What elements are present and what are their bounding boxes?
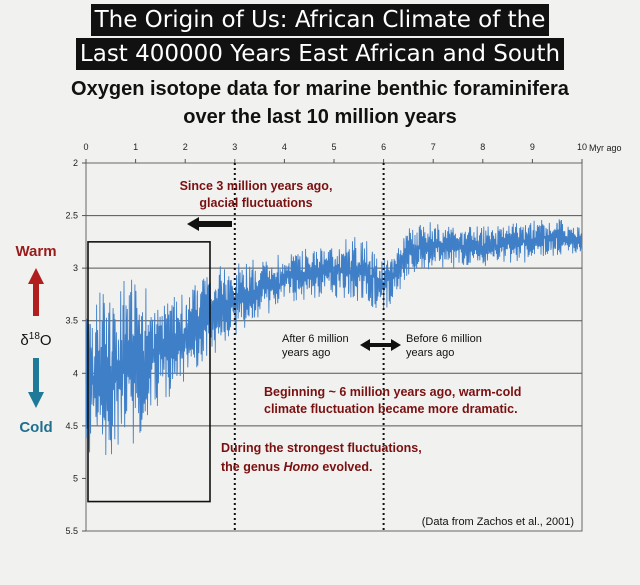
- strongest-line-2: the genus Homo evolved.: [221, 460, 372, 474]
- beginning-line-2: climate fluctuation became more dramatic…: [264, 402, 518, 416]
- x-axis-ticks: 0 1 2 3 4 5 6 7 8 9 10: [83, 142, 587, 163]
- warm-arrow-icon: [28, 268, 44, 316]
- x-tick-label: 7: [431, 142, 436, 152]
- isotope-series: [85, 219, 583, 456]
- before-6-line-1: Before 6 million: [406, 333, 482, 345]
- series-line: [85, 219, 583, 456]
- x-tick-label: 9: [530, 142, 535, 152]
- x-tick-label: 8: [480, 142, 485, 152]
- since-3-line-1: Since 3 million years ago,: [180, 179, 333, 193]
- slide-title-line-2: over the last 10 million years: [183, 106, 457, 128]
- cold-arrow-icon: [28, 358, 44, 408]
- x-tick-label: 0: [83, 142, 88, 152]
- dotted-markers: [233, 163, 385, 531]
- video-caption-line-1: The Origin of Us: African Climate of the: [0, 4, 640, 36]
- cold-label: Cold: [19, 419, 52, 436]
- x-tick-label: 3: [232, 142, 237, 152]
- beginning-line-1: Beginning ~ 6 million years ago, warm-co…: [264, 385, 521, 399]
- strongest-line-1: During the strongest fluctuations,: [221, 441, 422, 455]
- delta-18o-label: δ18O: [20, 331, 51, 349]
- y-axis-ticks: 2 2.5 3 3.5 4 4.5 5 5.5: [65, 158, 86, 536]
- data-source: (Data from Zachos et al., 2001): [422, 516, 574, 528]
- x-axis-unit-label: Myr ago: [589, 143, 622, 153]
- x-tick-label: 2: [183, 142, 188, 152]
- before-6-line-2: years ago: [406, 347, 454, 359]
- y-tick-label: 5.5: [65, 526, 78, 536]
- x-tick-label: 4: [282, 142, 287, 152]
- x-tick-label: 1: [133, 142, 138, 152]
- slide-title-line-1: Oxygen isotope data for marine benthic f…: [71, 78, 569, 100]
- warm-label: Warm: [15, 243, 56, 260]
- video-caption-line-2: Last 400000 Years East African and South: [0, 38, 640, 70]
- y-tick-label: 2.5: [65, 211, 78, 221]
- x-tick-label: 5: [331, 142, 336, 152]
- y-tick-label: 4: [73, 368, 78, 378]
- after-6-line-2: years ago: [282, 347, 330, 359]
- y-tick-label: 4.5: [65, 421, 78, 431]
- y-tick-label: 5: [73, 473, 78, 483]
- y-tick-label: 2: [73, 158, 78, 168]
- after-6-line-1: After 6 million: [282, 333, 349, 345]
- double-arrow-icon: [360, 339, 401, 351]
- x-tick-label: 10: [577, 142, 587, 152]
- y-tick-label: 3: [73, 263, 78, 273]
- homo-evolution-box: [87, 241, 211, 503]
- since-3-line-2: glacial fluctuations: [199, 196, 312, 210]
- y-tick-label: 3.5: [65, 316, 78, 326]
- x-tick-label: 6: [381, 142, 386, 152]
- left-arrow-icon: [187, 217, 232, 231]
